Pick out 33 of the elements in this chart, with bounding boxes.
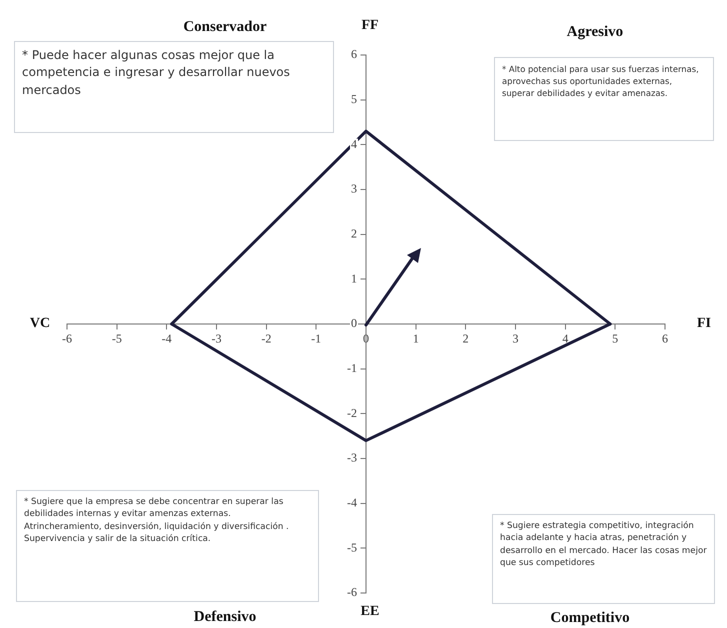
text: Conservador [182, 19, 268, 36]
y-tick-label: -1 [347, 360, 357, 375]
x-tick-label: 3 [512, 331, 518, 346]
x-tick-label: 6 [662, 331, 668, 346]
x-tick-label: -1 [311, 331, 322, 346]
y-tick-label: 4 [351, 136, 357, 151]
x-tick-label: 5 [612, 331, 618, 346]
text: Defensivo [192, 609, 258, 626]
y-tick-label: 5 [351, 92, 357, 106]
y-tick-label: -3 [347, 450, 357, 465]
y-tick-label: 2 [351, 226, 357, 240]
x-tick-label: -2 [261, 331, 272, 346]
x-tick-label: 1 [412, 331, 419, 346]
x-tick-label: -5 [112, 331, 122, 346]
y-tick-label: 3 [351, 182, 357, 196]
x-tick-label: -6 [62, 331, 72, 346]
y-tick-label: 6 [351, 47, 357, 62]
y-tick-label: -6 [347, 585, 357, 600]
y-tick-label: -4 [347, 495, 357, 510]
y-tick-label: 0 [351, 316, 357, 330]
text: FF [360, 18, 380, 34]
text: FI [696, 316, 712, 332]
x-tick-label: -3 [212, 331, 222, 346]
x-tick-label: 4 [562, 331, 568, 346]
text: VC [28, 316, 52, 332]
x-tick-label: -4 [162, 331, 172, 346]
text: Agresivo [566, 24, 624, 40]
y-tick-label: -2 [347, 406, 357, 420]
x-tick-label: 2 [462, 331, 469, 346]
y-tick-label: -5 [347, 540, 357, 554]
text: Competitivo [549, 610, 631, 626]
y-tick-label: 1 [351, 271, 357, 286]
text: EE [360, 604, 380, 620]
